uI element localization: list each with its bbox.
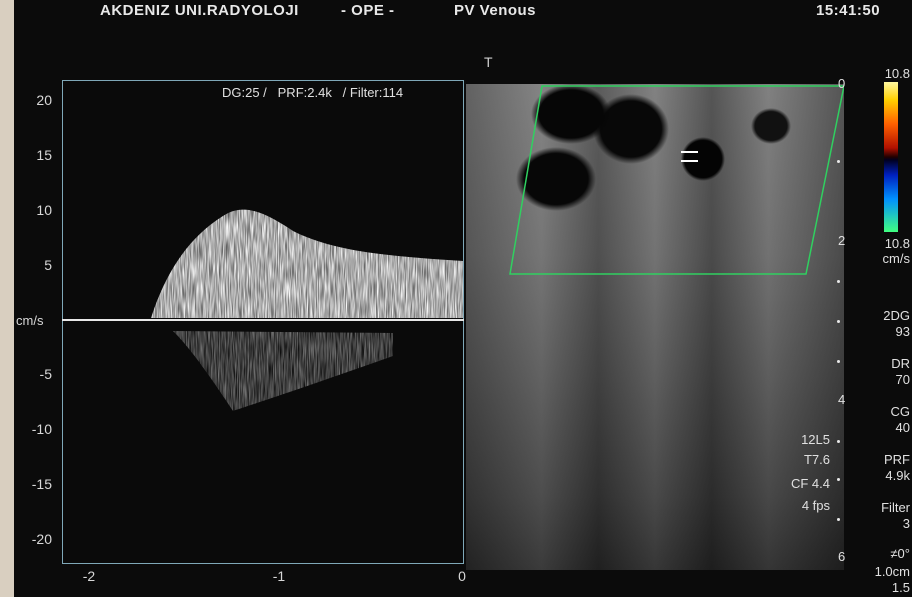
- doppler-baseline: [62, 319, 464, 321]
- probe-name: 12L5: [801, 432, 830, 447]
- filter-label: Filter: [881, 500, 910, 515]
- depth-label: 4: [838, 392, 846, 407]
- cg-value: 40: [895, 420, 910, 435]
- x-tick-label: 0: [458, 568, 466, 584]
- color-velocity-scale: [884, 82, 898, 232]
- 2dg-value: 93: [895, 324, 910, 339]
- header-separator: - OPE -: [341, 2, 395, 19]
- ultrasound-frame: AKDENIZ UNI.RADYOLOJI - OPE - PV Venous …: [14, 0, 912, 597]
- colorbar-top-value: 10.8: [884, 66, 910, 81]
- clock-time: 15:41:50: [816, 2, 881, 19]
- doppler-settings: DG:25 / PRF:2.4k / Filter:114: [222, 85, 404, 100]
- depth-tick: [837, 360, 840, 363]
- study-name: PV Venous: [454, 2, 537, 19]
- transducer-marker: T: [484, 54, 493, 70]
- y-tick-label: -15: [31, 476, 52, 492]
- depth-tick: [837, 440, 840, 443]
- 2dg-label: 2DG: [883, 308, 910, 323]
- institution-title: AKDENIZ UNI.RADYOLOJI: [100, 2, 299, 19]
- dr-value: 70: [895, 372, 910, 387]
- scale-bar-value: 1.5: [891, 580, 910, 595]
- depth-tick: [837, 280, 840, 283]
- y-tick-label: -10: [31, 421, 52, 437]
- colorbar-bottom-value: 10.8: [884, 236, 910, 251]
- filter-value: 3: [902, 516, 910, 531]
- color-roi-box: [509, 85, 844, 275]
- doppler-spectrum-panel: [62, 80, 464, 564]
- prf-value: 4.9k: [885, 468, 910, 483]
- y-tick-label: 5: [44, 257, 52, 273]
- depth-label: 2: [838, 233, 846, 248]
- t-value: T7.6: [803, 452, 830, 467]
- doppler-waveform: [151, 209, 463, 411]
- frame-rate: 4 fps: [801, 498, 830, 513]
- depth-tick: [837, 320, 840, 323]
- y-tick-label: 15: [36, 147, 52, 163]
- depth-tick: [837, 160, 840, 163]
- depth-label: 6: [838, 549, 846, 564]
- x-tick-label: -1: [272, 568, 286, 584]
- cf-frequency: CF 4.4: [790, 476, 830, 491]
- prf-label: PRF: [884, 452, 910, 467]
- depth-tick: [837, 518, 840, 521]
- y-tick-label: -5: [39, 366, 52, 382]
- depth-tick: [837, 478, 840, 481]
- cg-label: CG: [890, 404, 911, 419]
- depth-label: 0: [838, 76, 846, 91]
- y-tick-label: 20: [36, 92, 52, 108]
- scale-bar-label: 1.0cm: [874, 564, 910, 579]
- steer-angle: ≠0°: [890, 546, 910, 561]
- dr-label: DR: [891, 356, 910, 371]
- y-tick-label: 10: [36, 202, 52, 218]
- velocity-unit: cm/s: [16, 313, 44, 328]
- x-tick-label: -2: [82, 568, 96, 584]
- b-mode-image: [466, 84, 844, 570]
- y-tick-label: -20: [31, 531, 52, 547]
- colorbar-unit: cm/s: [882, 251, 910, 266]
